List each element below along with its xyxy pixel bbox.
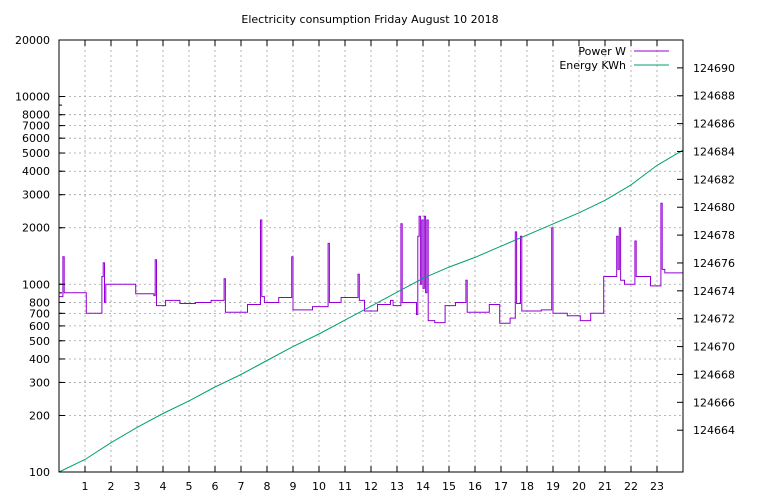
x-tick-label: 12 — [364, 480, 378, 493]
x-tick-label: 7 — [238, 480, 245, 493]
y2-tick-label: 124688 — [693, 90, 735, 103]
y-tick-label: 20000 — [15, 34, 50, 47]
y2-tick-label: 124678 — [693, 229, 735, 242]
y-tick-label: 7000 — [22, 120, 50, 133]
y2-tick-label: 124690 — [693, 62, 735, 75]
y-tick-label: 700 — [29, 307, 50, 320]
x-tick-label: 17 — [494, 480, 508, 493]
x-tick-label: 2 — [108, 480, 115, 493]
y-tick-label: 100 — [29, 466, 50, 479]
y2-tick-label: 124682 — [693, 173, 735, 186]
x-tick-label: 1 — [82, 480, 89, 493]
x-tick-label: 9 — [290, 480, 297, 493]
y-tick-label: 6000 — [22, 132, 50, 145]
x-tick-label: 21 — [598, 480, 612, 493]
y2-tick-label: 124684 — [693, 145, 735, 158]
x-tick-label: 4 — [160, 480, 167, 493]
y2-tick-label: 124680 — [693, 201, 735, 214]
legend-label-energy: Energy KWh — [559, 59, 626, 72]
y-tick-label: 800 — [29, 296, 50, 309]
axis-ticks — [59, 39, 683, 473]
y-tick-label: 5000 — [22, 147, 50, 160]
y-tick-label: 400 — [29, 353, 50, 366]
y2-tick-label: 124664 — [693, 424, 735, 437]
x-tick-label: 22 — [624, 480, 638, 493]
x-tick-label: 8 — [264, 480, 271, 493]
x-tick-label: 20 — [572, 480, 586, 493]
x-tick-label: 23 — [650, 480, 664, 493]
grid-lines — [59, 40, 683, 472]
series-group — [58, 149, 684, 473]
y2-tick-label: 124666 — [693, 396, 735, 409]
y2-tick-label: 124686 — [693, 118, 735, 131]
y2-tick-label: 124674 — [693, 285, 735, 298]
legend-label-power: Power W — [578, 45, 626, 58]
y2-tick-label: 124668 — [693, 368, 735, 381]
x-tick-label: 14 — [416, 480, 430, 493]
y-tick-label: 600 — [29, 320, 50, 333]
y-tick-label: 200 — [29, 409, 50, 422]
x-tick-label: 13 — [390, 480, 404, 493]
x-tick-label: 18 — [520, 480, 534, 493]
x-tick-label: 16 — [468, 480, 482, 493]
y2-tick-label: 124672 — [693, 313, 735, 326]
chart-title: Electricity consumption Friday August 10… — [241, 13, 498, 26]
y-tick-label: 10000 — [15, 91, 50, 104]
y-tick-label: 4000 — [22, 165, 50, 178]
x-tick-label: 19 — [546, 480, 560, 493]
energy-series-line — [58, 149, 684, 473]
y-tick-label: 1000 — [22, 278, 50, 291]
x-tick-label: 6 — [212, 480, 219, 493]
y-tick-label: 500 — [29, 335, 50, 348]
x-tick-label: 5 — [186, 480, 193, 493]
x-tick-label: 15 — [442, 480, 456, 493]
power-series-line — [59, 202, 683, 324]
y2-tick-label: 124676 — [693, 257, 735, 270]
y-tick-label: 8000 — [22, 109, 50, 122]
x-tick-label: 11 — [338, 480, 352, 493]
y-tick-label: 300 — [29, 376, 50, 389]
y2-tick-label: 124670 — [693, 341, 735, 354]
y-tick-label: 3000 — [22, 189, 50, 202]
x-tick-label: 10 — [312, 480, 326, 493]
y-tick-label: 2000 — [22, 222, 50, 235]
x-tick-label: 3 — [134, 480, 141, 493]
tick-labels: 1 2 3 4 5 6 7 8 9 10 11 12 13 14 15 16 17 18 19 20 21 22 23100… — [15, 34, 735, 493]
